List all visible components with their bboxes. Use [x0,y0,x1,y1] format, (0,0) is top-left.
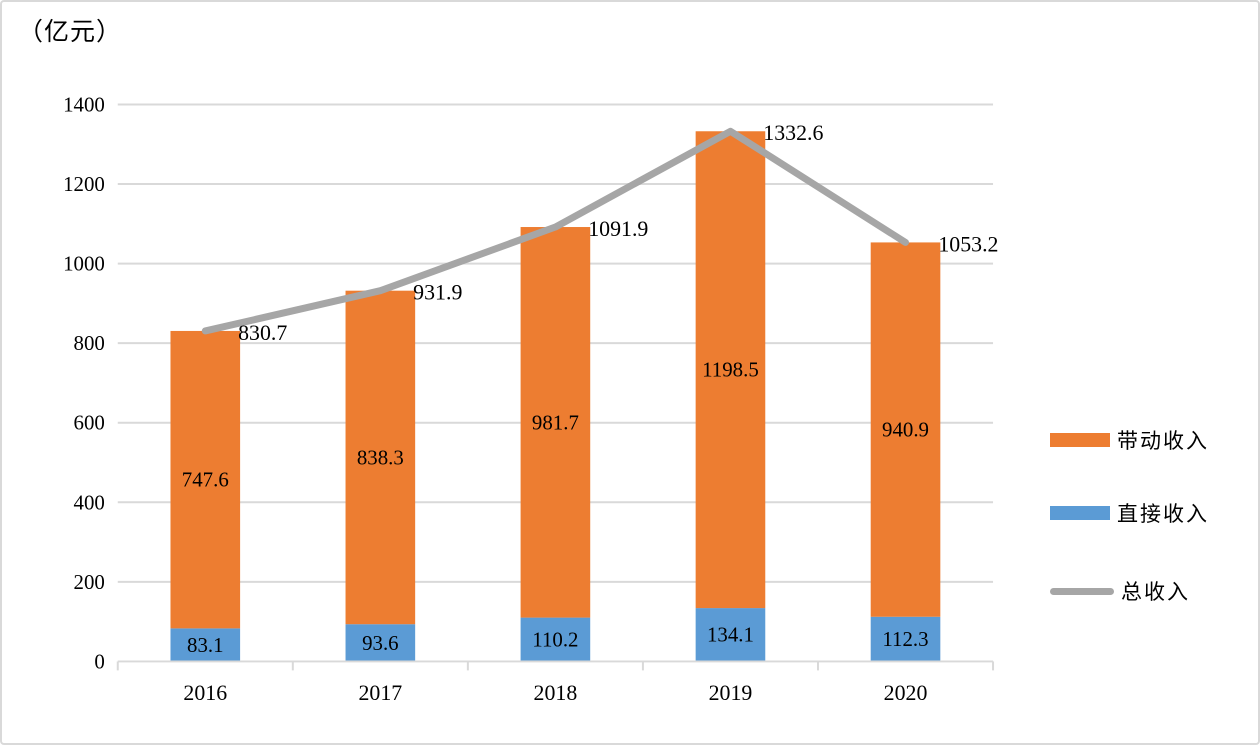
bar-segment-direct-income [695,608,766,662]
line-label-total-income: 1332.6 [763,121,823,145]
bar-label-direct-income: 83.1 [187,633,224,657]
line-label-total-income: 830.7 [238,321,287,345]
y-axis-unit-label: （亿元） [18,19,123,46]
x-category-label: 2019 [709,681,753,705]
bar-label-indirect-income: 981.7 [532,410,579,434]
bar-label-indirect-income: 1198.5 [702,358,759,382]
legend-item-direct-income: 直接收入 [1050,498,1209,528]
bar-label-indirect-income: 940.9 [882,418,929,442]
bar-segment-indirect-income [520,227,591,618]
bar-label-direct-income: 110.2 [532,627,578,651]
y-tick-label: 200 [74,570,105,594]
y-tick-label: 800 [74,331,105,355]
bar-label-direct-income: 112.3 [882,627,928,651]
x-category-label: 2018 [534,681,578,705]
x-category-label: 2017 [358,681,402,705]
bar-label-indirect-income: 747.6 [182,468,229,492]
y-tick-label: 1200 [63,172,105,196]
y-tick-label: 600 [74,411,105,435]
bar-segment-indirect-income [170,330,241,629]
legend-label-indirect-income: 带动收入 [1117,429,1209,453]
y-tick-label: 1400 [63,92,105,116]
legend-swatch-direct-income [1050,506,1110,520]
bar-segment-direct-income [345,624,416,662]
legend-swatch-indirect-income [1050,433,1110,447]
bar-label-direct-income: 134.1 [707,623,754,647]
bar-segment-indirect-income [695,131,766,609]
bar-segment-indirect-income [870,242,941,617]
legend-swatch-total-income-line [1050,587,1114,595]
bar-segment-direct-income [170,628,241,662]
line-label-total-income: 1091.9 [588,217,648,241]
line-label-total-income: 931.9 [413,281,462,305]
legend-label-total-income: 总收入 [1121,580,1190,604]
y-tick-label: 0 [94,649,104,673]
legend-label-direct-income: 直接收入 [1117,502,1209,526]
bar-segment-indirect-income [345,290,416,625]
legend-item-indirect-income: 带动收入 [1050,425,1209,455]
y-tick-label: 1000 [63,252,105,276]
total-income-line [201,127,909,335]
bar-label-direct-income: 93.6 [362,631,399,655]
x-category-label: 2016 [183,681,227,705]
y-tick-label: 400 [74,490,105,514]
bar-segment-direct-income [520,617,591,662]
bar-segment-direct-income [870,616,941,662]
bar-label-indirect-income: 838.3 [357,445,404,469]
x-category-label: 2020 [884,681,928,705]
legend-item-total-income: 总收入 [1050,576,1190,606]
line-label-total-income: 1053.2 [938,232,998,256]
